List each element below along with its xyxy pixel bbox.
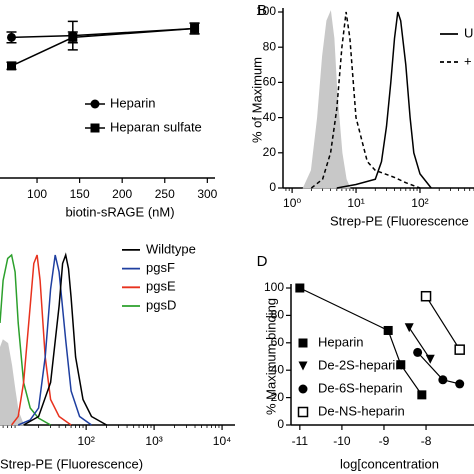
data-point: [68, 32, 78, 42]
x-axis-label: Strep-PE (Fluorescence): [0, 456, 143, 471]
legend-label: Heparan sulfate: [110, 119, 202, 134]
histogram-area: [0, 339, 25, 426]
data-point: [455, 379, 465, 389]
histogram-line: [11, 254, 72, 426]
data-point: [425, 354, 435, 364]
legend-label: Heparin: [110, 95, 156, 110]
legend-marker: [298, 361, 308, 371]
legend-label: Heparin: [318, 334, 364, 349]
data-point: [396, 360, 406, 370]
x-tick-label: -11: [292, 434, 309, 448]
legend-label: De-6S-heparin: [318, 380, 403, 395]
y-tick-label: 40: [271, 362, 285, 376]
y-tick-label: 80: [271, 308, 285, 322]
legend-label: Wildtype: [146, 241, 196, 256]
legend-marker: [298, 338, 308, 348]
legend-label: pgsE: [146, 279, 176, 294]
legend-marker: [297, 406, 309, 418]
y-tick-label: 20: [271, 390, 285, 404]
x-tick-label: 250: [155, 187, 175, 201]
x-tick-label: -9: [379, 434, 390, 448]
y-axis-label: % of Maximum: [249, 57, 264, 143]
y-tick-label: 80: [263, 39, 277, 53]
y-tick-label: 0: [277, 417, 284, 431]
x-tick-label: 10²: [77, 434, 94, 448]
fit-line: [299, 287, 423, 396]
legend-marker: [298, 384, 308, 394]
x-tick-label: 200: [112, 187, 132, 201]
x-tick-label: 10³: [145, 434, 162, 448]
y-tick-label: 20: [263, 145, 277, 159]
data-point: [413, 347, 423, 357]
legend-label: +: [464, 53, 472, 68]
histogram-area: [302, 10, 351, 189]
y-tick-label: 100: [264, 280, 284, 294]
data-point: [454, 344, 465, 355]
x-axis-label: biotin-sRAGE (nM): [65, 204, 174, 219]
fit-line: [408, 327, 431, 360]
x-tick-label: 100: [27, 187, 47, 201]
x-tick-label: 10⁴: [213, 434, 232, 448]
x-tick-label: 150: [70, 187, 90, 201]
x-tick-label: -8: [421, 434, 432, 448]
histogram-line: [336, 11, 432, 189]
data-point: [404, 323, 414, 333]
data-point: [417, 390, 427, 400]
histogram-line: [17, 254, 92, 426]
histogram-line: [23, 252, 107, 426]
data-point: [6, 61, 16, 71]
y-tick-label: 0: [269, 180, 276, 194]
y-axis-label: % Maximum binding: [263, 298, 278, 415]
legend-marker: [90, 99, 100, 109]
x-tick-label: -10: [333, 434, 351, 448]
data-point: [383, 325, 393, 335]
legend-label: De-2S-heparin: [318, 357, 403, 372]
histogram-line: [310, 11, 421, 189]
legend-label: pgsF: [146, 260, 175, 275]
legend-label: pgsD: [146, 297, 176, 312]
legend-label: U: [464, 25, 473, 40]
y-tick-label: 40: [263, 110, 277, 124]
data-point: [420, 290, 432, 302]
data-point: [190, 23, 200, 33]
y-tick-label: 60: [263, 75, 277, 89]
data-point: [6, 32, 16, 42]
data-point: [295, 283, 305, 293]
x-axis-label: Strep-PE (Fluorescence: [330, 213, 469, 228]
y-tick-label: 100: [256, 4, 276, 18]
x-tick-label: 300: [197, 187, 217, 201]
fit-line: [425, 295, 461, 350]
x-tick-label: 10⁰: [283, 196, 301, 210]
data-point: [438, 375, 448, 385]
x-tick-label: 10²: [411, 196, 428, 210]
panel-label: B: [257, 2, 267, 19]
x-tick-label: 10¹: [347, 196, 364, 210]
legend-label: De-NS-heparin: [318, 403, 405, 418]
legend-marker: [90, 123, 100, 133]
y-tick-label: 60: [271, 335, 285, 349]
x-axis-label: log[concentration: [340, 456, 439, 471]
panel-label: D: [257, 253, 268, 270]
